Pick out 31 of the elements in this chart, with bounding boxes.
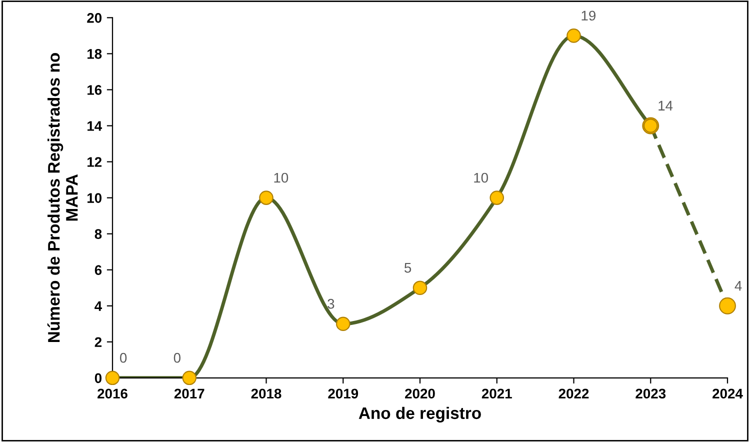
x-tick-label: 2016 [98,388,128,399]
x-tick-label: 2017 [174,388,204,399]
x-tick-label: 2022 [558,388,589,399]
y-tick-label: 16 [88,85,102,95]
y-tick-label: 12 [88,157,102,167]
y-tick-label: 4 [94,301,102,311]
x-tick-label: 2020 [405,388,435,399]
data-label: 3 [328,298,334,309]
data-label: 0 [120,352,127,363]
x-tick-label: 2023 [636,388,666,399]
data-label: 0 [174,352,180,363]
y-tick-label: 14 [88,121,102,131]
data-label: 10 [274,172,288,183]
data-label: 14 [658,100,673,110]
y-tick-label: 10 [88,193,102,203]
data-label: 10 [474,172,488,183]
x-tick-label: 2019 [328,388,358,399]
y-tick-label: 6 [94,265,102,276]
y-tick-label: 0 [94,373,102,384]
data-label: 5 [404,263,412,273]
y-tick-label: 2 [94,337,102,347]
x-tick-label: 2021 [482,388,512,399]
y-tick-label: 8 [94,229,102,239]
x-axis-title: Ano de registro [358,406,481,422]
y-axis-title: Número de Produtos Registrados no MAPA [47,53,78,342]
y-tick-label: 18 [88,49,102,59]
y-tick-label: 20 [87,13,102,23]
x-tick-label: 2018 [251,388,282,399]
data-label: 4 [734,281,742,291]
x-tick-label: 2024 [712,388,743,399]
data-label: 19 [582,10,596,21]
